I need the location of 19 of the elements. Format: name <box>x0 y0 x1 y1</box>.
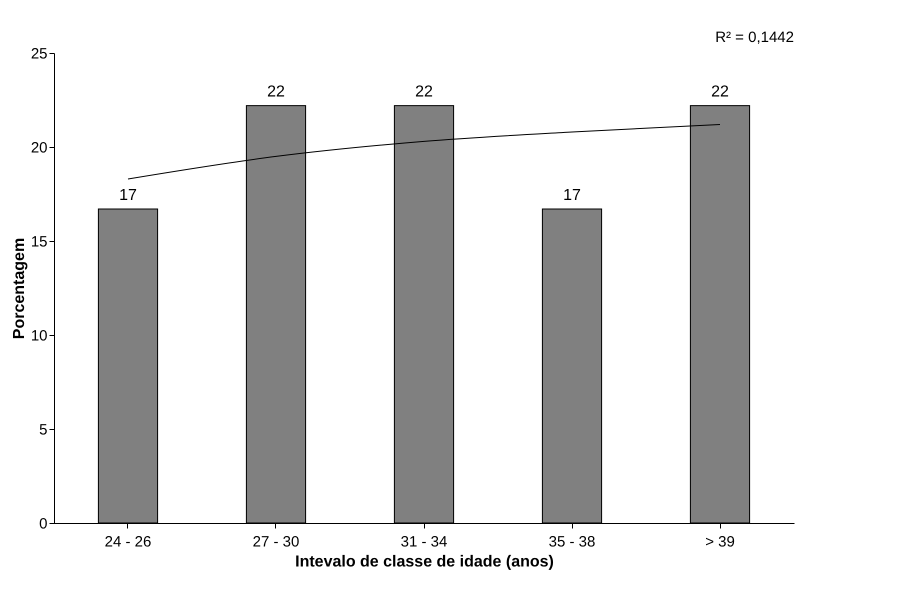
data-label: 22 <box>415 84 433 101</box>
x-tick-label: 35 - 38 <box>548 534 596 550</box>
x-tick-label: 27 - 30 <box>252 534 300 550</box>
data-label: 22 <box>711 84 729 101</box>
y-axis-title: Porcentagem <box>10 238 28 340</box>
text: R² = 0,1442 <box>715 29 794 46</box>
data-label: 17 <box>119 187 137 204</box>
data-label: 22 <box>267 84 285 101</box>
y-tick-label: 10 <box>30 328 48 344</box>
y-tick-label: 5 <box>39 422 48 438</box>
y-tick-label: 15 <box>30 234 48 250</box>
y-tick-label: 25 <box>30 46 48 62</box>
x-axis-title: Intevalo de classe de idade (anos) <box>295 554 554 570</box>
y-tick-label: 0 <box>39 516 48 532</box>
x-tick-label: > 39 <box>705 534 735 550</box>
x-tick-label: 24 - 26 <box>104 534 152 550</box>
x-tick-label: 31 - 34 <box>400 534 448 550</box>
data-label: 17 <box>563 187 581 204</box>
y-tick-label: 20 <box>30 140 48 156</box>
